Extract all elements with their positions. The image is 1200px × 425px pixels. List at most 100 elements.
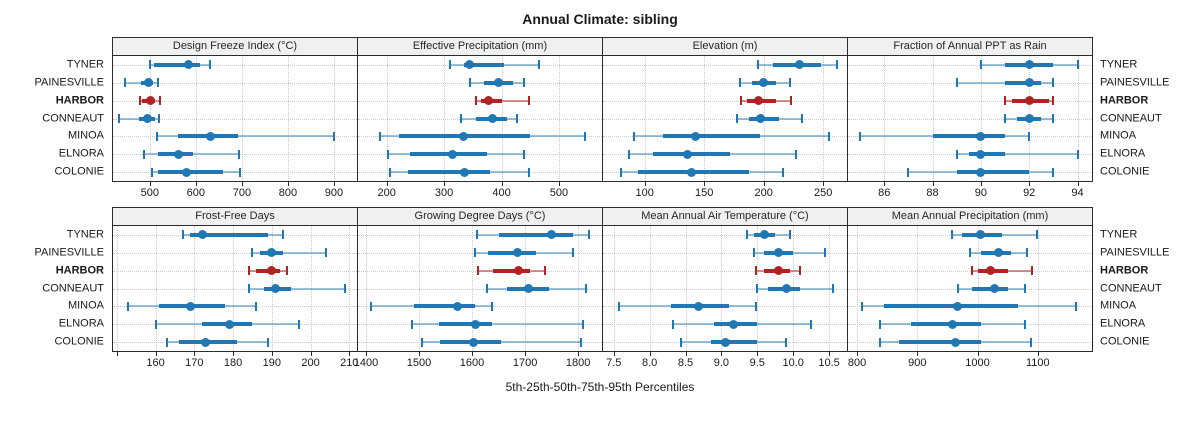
panel-header: Mean Annual Air Temperature (°C): [602, 207, 848, 226]
whisker-cap-5th: [387, 149, 390, 159]
whisker-cap-95th: [159, 96, 162, 106]
median-dot: [1024, 78, 1034, 88]
x-axis: 200 300 400 500: [357, 182, 603, 207]
row-label-conneaut: CONNEAUT: [1100, 112, 1162, 124]
axis-tick-label: 100: [635, 187, 654, 199]
median-dot: [1024, 96, 1034, 106]
axis-tick-label: 600: [186, 187, 206, 199]
x-axis: 86 88 90 92 94: [847, 182, 1093, 207]
panel-title: Effective Precipitation (mm): [412, 40, 548, 52]
x-axis: 800 900 1000 1100: [847, 352, 1093, 377]
grid-line-horizontal: [603, 288, 847, 290]
axis-tick: [917, 352, 919, 356]
row-label-minoa: MINOA: [1100, 299, 1137, 312]
row-labels-left-top: TYNER PAINESVILLE HARBOR CONNEAUT MINOA ELNOR…: [0, 37, 112, 207]
axis-tick-label: 9.5: [749, 357, 765, 369]
iqr-bar-25-75: [464, 62, 505, 67]
plot-area: [112, 56, 358, 182]
whisker-cap-5th: [142, 149, 145, 159]
row-label-harbor: HARBOR: [55, 264, 104, 277]
row-label-conneaut: CONNEAUT: [42, 282, 104, 294]
whisker-cap-5th: [878, 319, 881, 329]
row-label-minoa: MINOA: [67, 129, 104, 142]
median-dot: [729, 319, 739, 329]
axis-tick-label: 94: [1071, 187, 1084, 199]
median-dot: [759, 230, 769, 240]
grid-line-horizontal: [848, 270, 1092, 272]
axis-tick: [501, 182, 503, 186]
axis-tick: [333, 182, 335, 186]
median-dot: [484, 96, 494, 106]
axis-tick: [233, 352, 235, 356]
whisker-cap-5th: [155, 131, 158, 141]
panel-title: Design Freeze Index (°C): [172, 40, 298, 52]
axis-tick-label: 200: [301, 357, 320, 369]
row-label-tyner: TYNER: [66, 58, 104, 71]
whisker-cap-95th: [238, 167, 241, 177]
panel-title: Mean Annual Air Temperature (°C): [641, 210, 809, 222]
whisker-cap-5th: [448, 60, 451, 70]
axis-tick-label: 8.5: [677, 357, 694, 369]
grid-line-horizontal: [113, 288, 357, 290]
row-label-conneaut: CONNEAUT: [1100, 282, 1162, 294]
panels-top: Design Freeze Index (°C) 500 600 700 800 900 E…: [112, 37, 1093, 207]
whisker-cap-95th: [491, 301, 494, 311]
median-dot: [512, 248, 522, 258]
median-dot: [1024, 60, 1034, 70]
iqr-bar-25-75: [493, 268, 531, 273]
whisker-cap-95th: [824, 248, 827, 258]
whisker-cap-5th: [969, 248, 972, 258]
median-dot: [683, 149, 692, 159]
axis-tick-label: 160: [146, 357, 165, 369]
whisker-cap-95th: [1023, 284, 1026, 293]
median-dot: [494, 78, 504, 88]
whisker-cap-5th: [745, 230, 748, 240]
whisker-cap-95th: [1052, 78, 1055, 88]
whisker-cap-95th: [1029, 337, 1032, 347]
whisker-cap-95th: [788, 78, 791, 88]
whisker-cap-95th: [828, 131, 831, 141]
axis-tick: [287, 182, 289, 186]
grid-line-horizontal: [603, 64, 847, 66]
grid-line-horizontal: [113, 172, 357, 174]
whisker-cap-95th: [1025, 248, 1028, 258]
row-label-elnora: ELNORA: [58, 317, 104, 330]
iqr-bar-25-75: [190, 232, 268, 237]
median-dot: [224, 319, 234, 329]
grid-line-horizontal: [603, 252, 847, 254]
axis-tick: [793, 352, 795, 356]
whisker-cap-95th: [1052, 96, 1055, 106]
iqr-bar-25-75: [413, 304, 475, 309]
axis-tick: [116, 352, 118, 356]
whisker-cap-5th: [485, 284, 488, 293]
whisker-cap-5th: [740, 96, 743, 106]
whisker-range-5-95: [252, 251, 326, 254]
whisker-cap-95th: [297, 319, 300, 329]
whisker-cap-95th: [527, 167, 530, 177]
row-label-colonie: COLONIE: [54, 165, 104, 178]
whisker-cap-95th: [831, 284, 834, 293]
axis-tick: [977, 352, 979, 356]
median-dot: [469, 337, 479, 347]
axis-tick: [829, 352, 831, 356]
whisker-cap-5th: [370, 301, 373, 311]
median-dot: [774, 248, 784, 258]
row-label-elnora: ELNORA: [1100, 147, 1146, 160]
row-label-tyner: TYNER: [66, 228, 104, 241]
axis-tick-label: 800: [847, 357, 867, 369]
whisker-cap-95th: [781, 167, 784, 177]
grid-line-horizontal: [358, 252, 602, 254]
whisker-cap-95th: [282, 230, 285, 240]
whisker-cap-95th: [788, 230, 791, 240]
median-dot: [547, 230, 557, 240]
median-dot: [947, 319, 957, 329]
median-dot: [986, 266, 996, 276]
axis-tick: [763, 182, 765, 186]
whisker-cap-95th: [237, 149, 240, 159]
axis-tick-label: 86: [878, 187, 891, 199]
row-label-colonie: COLONIE: [54, 335, 104, 348]
row-label-elnora: ELNORA: [58, 147, 104, 160]
axis-tick: [444, 182, 446, 186]
axis-tick: [1077, 182, 1079, 186]
whisker-cap-5th: [1004, 114, 1007, 123]
